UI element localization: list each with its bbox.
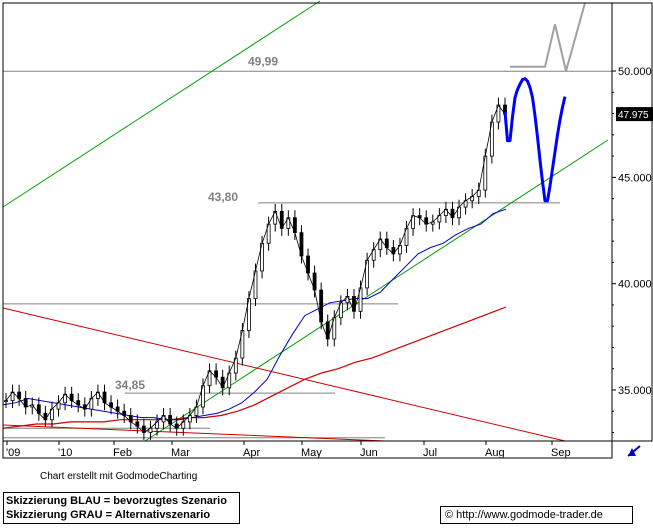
level-label-3: 34,85	[115, 378, 145, 392]
plot-frame	[2, 2, 613, 442]
x-tick-label: Feb	[113, 447, 132, 459]
x-tick-label: Sep	[551, 447, 571, 459]
x-tick-label: Jun	[360, 447, 378, 459]
price-candle	[4, 400, 8, 403]
x-axis-panel	[2, 440, 613, 459]
price-line	[5, 104, 506, 434]
plot-area: 49,99 43,80 34,85	[2, 0, 612, 442]
green-channel-upper	[2, 0, 321, 208]
moving-average-long	[2, 306, 507, 429]
x-tick-label: Mar	[171, 447, 190, 459]
y-tick-label: 50.000	[618, 66, 652, 78]
x-tick-label: '09	[6, 447, 20, 459]
level-label-1: 49,99	[248, 54, 278, 68]
red-downtrend-lower	[2, 424, 386, 442]
red-downtrend-upper	[2, 307, 566, 442]
legend-blue-scenario: Skizzierung BLAU = bevorzugtes Szenario	[6, 495, 227, 507]
y-axis-panel	[611, 2, 653, 442]
level-label-2: 43,80	[208, 190, 238, 204]
y-tick-label: 35.000	[618, 385, 652, 397]
x-tick-label: May	[301, 447, 322, 459]
scenario-blue	[503, 77, 567, 203]
legend-grey-scenario: Skizzierung GRAU = Alternativszenario	[6, 509, 211, 521]
x-tick-label: Apr	[243, 447, 260, 459]
source-url: © http://www.godmode-trader.de	[440, 506, 633, 524]
x-tick-label: Aug	[485, 447, 505, 459]
axes: 35.000 40.000 45.000 50.000 47.975 '09 '10 Feb M…	[2, 2, 653, 459]
scenario-grey	[510, 2, 586, 72]
last-price-box	[616, 107, 653, 122]
chart-tool-icon-arrow	[628, 448, 636, 456]
x-tick-label: '10	[58, 447, 72, 459]
moving-average-short	[2, 208, 507, 421]
green-trendline-lower	[144, 139, 609, 442]
x-tick-label: Jul	[423, 447, 437, 459]
chart-credit: Chart erstellt mit GodmodeCharting	[40, 471, 198, 482]
last-price-label: 47.975	[618, 110, 649, 121]
chart-tool-icon	[627, 445, 641, 457]
y-tick-label: 45.000	[618, 172, 652, 184]
y-tick-label: 40.000	[618, 279, 652, 291]
price-bars	[4, 97, 507, 440]
scenario-legend: Skizzierung BLAU = bevorzugtes Szenario …	[3, 492, 240, 524]
